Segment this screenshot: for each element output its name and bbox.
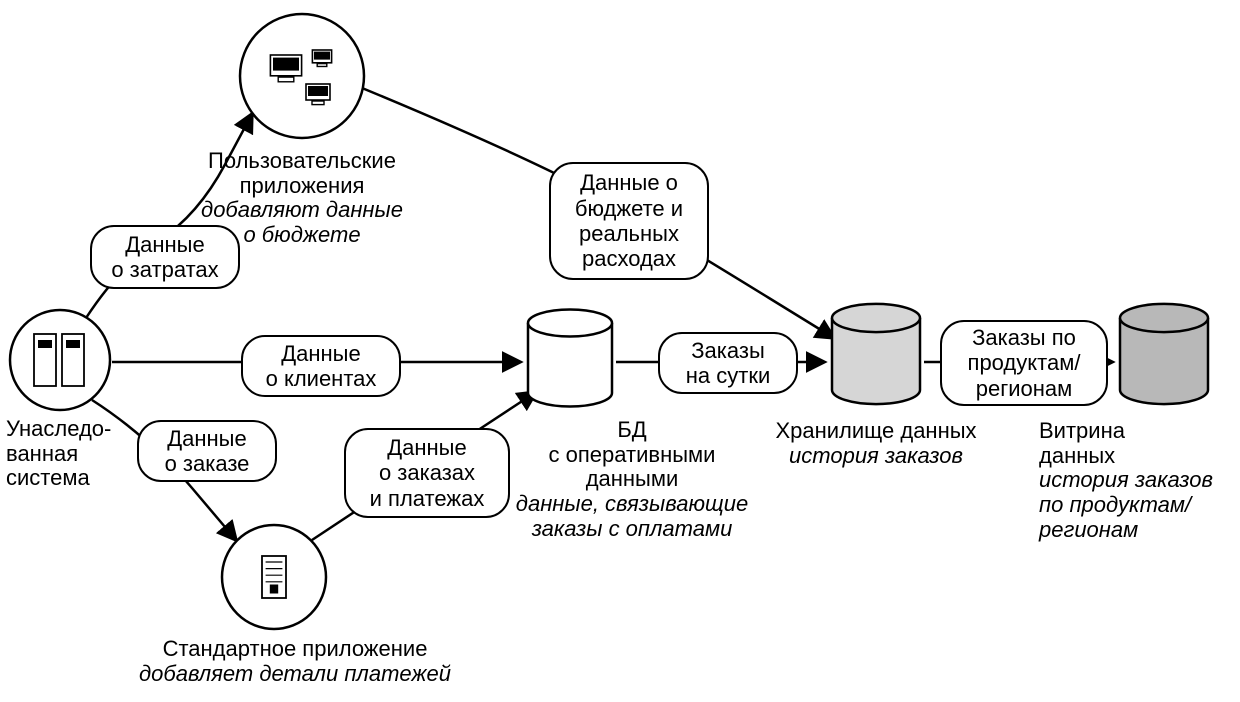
edge-label-by-product-region: Заказы попродуктам/регионам	[940, 320, 1108, 406]
caption-user-apps: Пользовательскиеприложениядобавляют данн…	[172, 149, 432, 248]
caption-data-warehouse: Хранилище данныхистория заказов	[756, 419, 996, 468]
node-ods	[528, 310, 612, 407]
node-legacy	[10, 310, 110, 410]
caption-data-mart: Витринаданныхистория заказовпо продуктам…	[1039, 419, 1240, 542]
edge-label-budget-expenses: Данные обюджете иреальныхрасходах	[549, 162, 709, 280]
caption-legacy-system: Унаследо-ваннаясистема	[6, 417, 266, 491]
edge-label-daily-orders: Заказына сутки	[658, 332, 798, 394]
node-dw	[832, 304, 920, 404]
edge-label-orders-payments: Данныео заказахи платежах	[344, 428, 510, 518]
node-userapps	[240, 14, 364, 138]
node-stdapp	[222, 525, 326, 629]
node-mart	[1120, 304, 1208, 404]
caption-ods-database: БДс оперативнымиданнымиданные, связывающ…	[492, 418, 772, 541]
caption-standard-app: Стандартное приложениедобавляет детали п…	[125, 637, 465, 686]
edge-label-clients: Данныео клиентах	[241, 335, 401, 397]
